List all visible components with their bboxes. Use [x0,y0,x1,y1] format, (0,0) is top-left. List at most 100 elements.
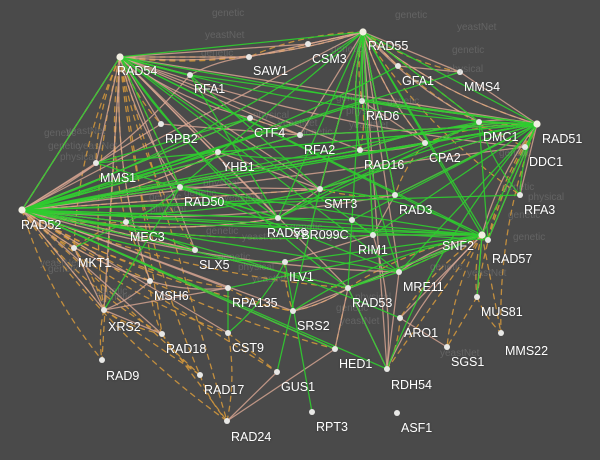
graph-node-ctf4[interactable] [247,115,253,121]
graph-edge [119,43,309,58]
graph-node-rad50[interactable] [177,184,183,190]
graph-node-rad6[interactable] [359,98,365,104]
graph-edge [399,234,483,319]
graph-edge [362,31,396,196]
graph-node-rpb2[interactable] [158,121,164,127]
graph-edge [347,287,388,370]
graph-edge [476,296,502,334]
graph-node-rad24[interactable] [224,418,230,424]
graph-edge [119,56,162,125]
graph-node-mec3[interactable] [123,219,129,225]
graph-node-asf1[interactable] [394,410,400,416]
graph-node-rad17[interactable] [197,372,203,378]
graph-node-hed1[interactable] [332,346,338,352]
graph-edge [459,71,538,125]
graph-edge [119,56,480,123]
graph-node-rad18[interactable] [159,331,165,337]
graph-edge [179,186,483,236]
graph-node-mre11[interactable] [396,269,402,275]
graph-node-sgs1[interactable] [444,344,450,350]
graph-node-mms1[interactable] [93,160,99,166]
graph-node-rad57[interactable] [485,237,491,243]
graph-node-xrs2[interactable] [101,307,107,313]
graph-node-rdh54[interactable] [384,366,390,372]
graph-edge [95,56,121,164]
graph-edge [386,271,400,370]
graph-edge [500,123,538,334]
graph-node-rad3[interactable] [392,192,398,198]
graph-edge [481,234,502,334]
graph-node-rim1[interactable] [370,232,376,238]
graph-node-rpa135[interactable] [225,285,231,291]
graph-edge [226,348,336,422]
graph-edge [362,31,480,123]
graph-edge [21,209,229,289]
graph-edge [161,333,228,422]
graph-node-rfa1[interactable] [187,72,193,78]
graph-edge [319,121,480,190]
graph-edge [319,31,364,190]
graph-node-ybr099c[interactable] [349,217,355,223]
graph-node-rad51[interactable] [533,120,541,128]
graph-node-msh6[interactable] [147,278,153,284]
graph-edge [21,188,321,211]
graph-edge [21,142,426,211]
graph-node-rpt3[interactable] [309,409,315,415]
edge-group-coexpression [21,31,538,413]
graph-node-rad55[interactable] [359,28,367,36]
graph-edge [21,162,97,211]
graph-edge [347,271,400,289]
graph-node-csm3[interactable] [305,41,311,47]
graph-node-mms4[interactable] [457,69,463,75]
graph-node-mkt1[interactable] [71,245,77,251]
graph-node-aro1[interactable] [397,315,403,321]
graph-node-rad59[interactable] [275,215,281,221]
graph-edge [73,247,105,311]
graph-node-yhb1[interactable] [215,149,221,155]
graph-node-rad52[interactable] [18,206,26,214]
graph-node-smt3[interactable] [317,186,323,192]
graph-node-rfa2[interactable] [297,132,303,138]
graph-node-gfa1[interactable] [395,63,401,69]
node-group[interactable] [18,28,541,424]
graph-node-cst9[interactable] [225,330,231,336]
graph-edge [227,287,294,312]
graph-edge [307,31,364,45]
graph-edge [284,234,483,263]
graph-node-ilv1[interactable] [282,259,288,265]
graph-node-ddc1[interactable] [522,144,528,150]
graph-edge [362,31,374,236]
graph-node-snf2[interactable] [478,231,486,239]
graph-edge [21,149,361,211]
graph-edge [217,123,538,153]
graph-edge [21,65,399,211]
graph-edge [362,31,538,125]
graph-node-rfa3[interactable] [517,192,523,198]
graph-node-mus81[interactable] [474,294,480,300]
graph-edge [73,247,105,311]
graph-node-slx5[interactable] [192,247,198,253]
graph-edge [372,194,396,236]
graph-edge [358,31,364,102]
graph-edge [399,317,448,348]
graph-node-srs2[interactable] [290,308,296,314]
graph-edge [179,186,321,190]
graph-edge [334,287,349,350]
graph-edge [446,234,483,348]
graph-node-cpa2[interactable] [422,140,428,146]
graph-node-gus1[interactable] [274,369,280,375]
graph-edge [362,31,461,73]
graph-node-mms22[interactable] [498,330,504,336]
graph-edge [118,56,151,282]
graph-node-rad9[interactable] [99,357,105,363]
graph-node-rad53[interactable] [345,285,351,291]
graph-edge [119,56,374,236]
graph-edge [359,122,538,151]
graph-node-rad54[interactable] [116,53,124,61]
graph-node-dmc1[interactable] [476,119,482,125]
graph-node-rad16[interactable] [357,147,363,153]
graph-edge [73,221,127,249]
graph-node-saw1[interactable] [246,54,252,60]
graph-edge [21,209,401,319]
